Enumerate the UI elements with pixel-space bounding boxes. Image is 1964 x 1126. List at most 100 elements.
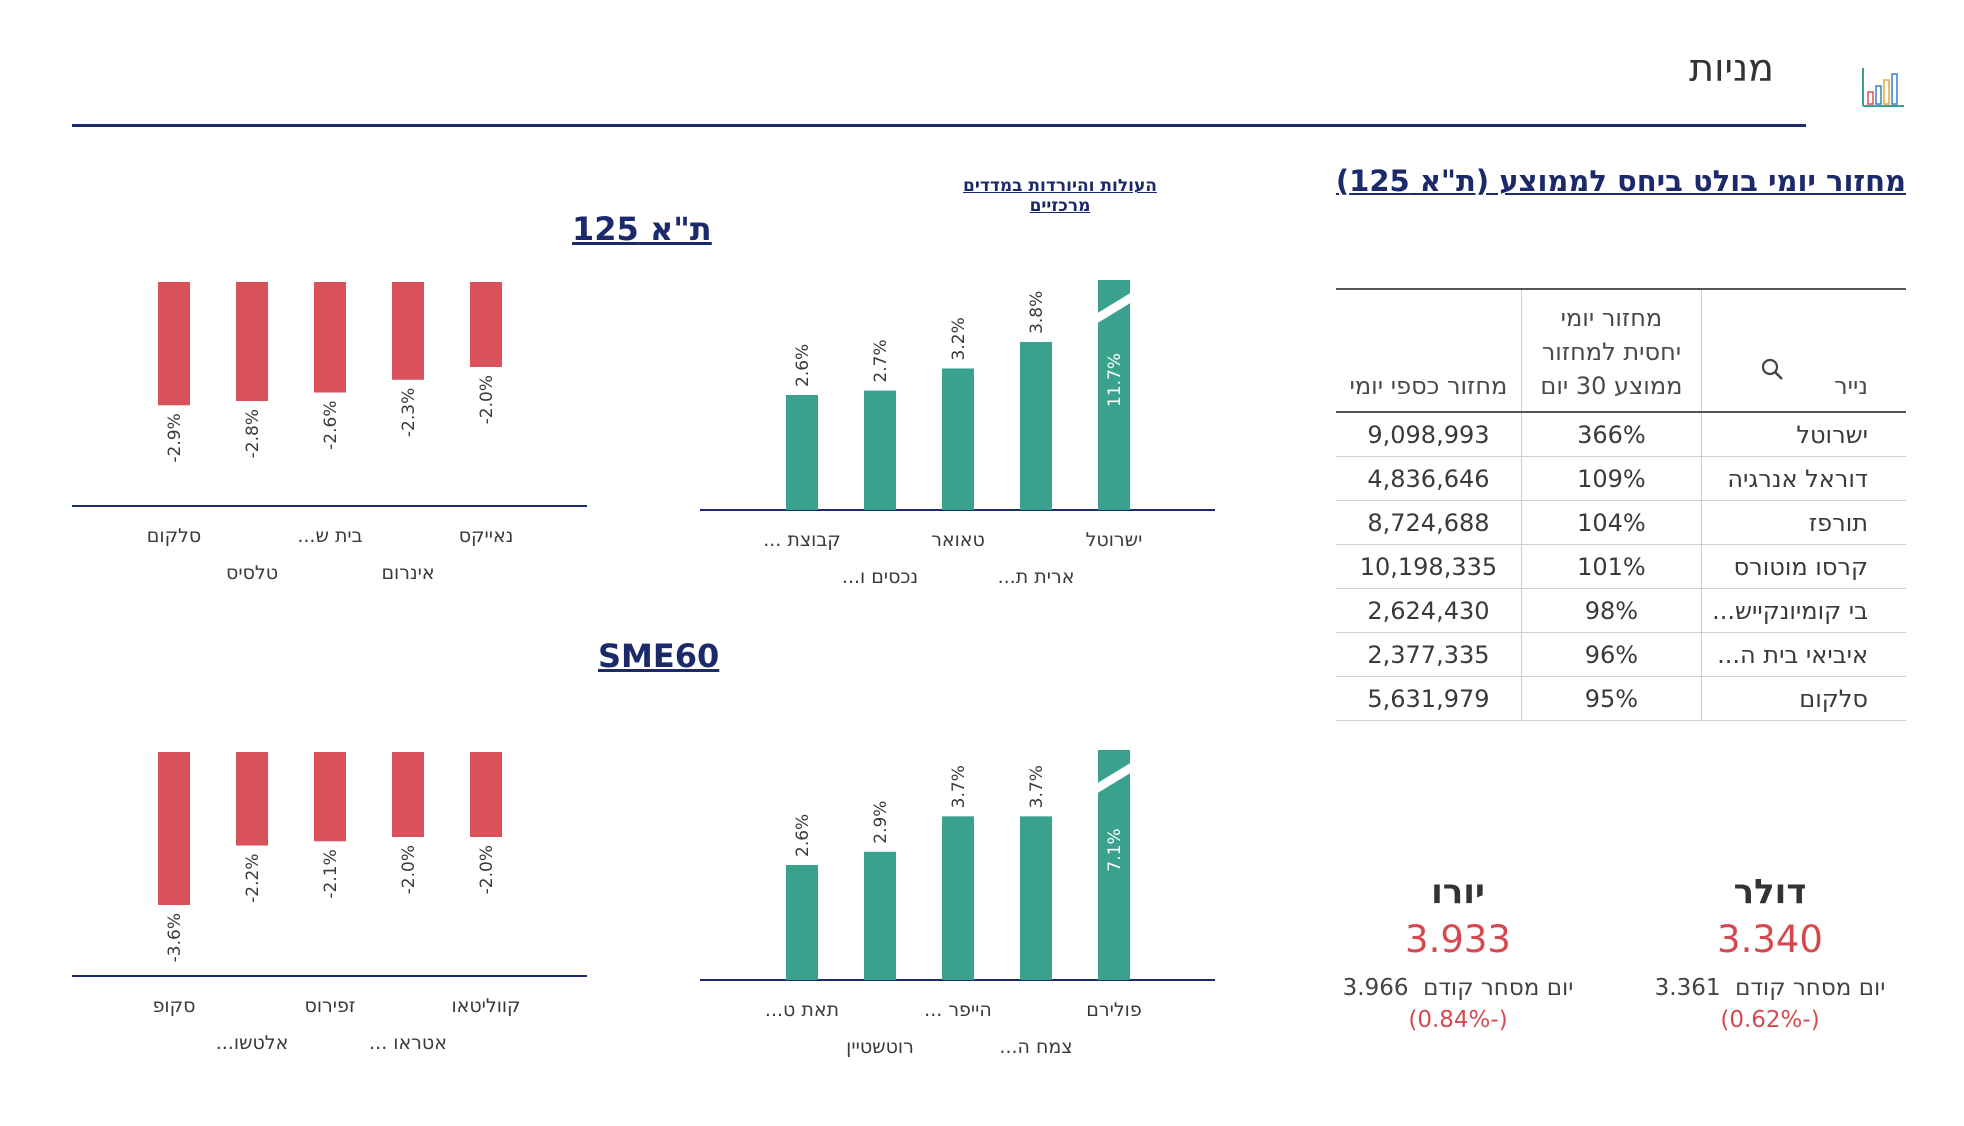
chart-value-label: 3.7% <box>1027 765 1047 808</box>
column-header-name[interactable]: נייר <box>1701 288 1906 413</box>
chart-bar[interactable] <box>314 282 346 393</box>
cell-name[interactable]: איביאי בית ה... <box>1701 632 1906 677</box>
chart-bar[interactable] <box>392 282 424 380</box>
chart-bar[interactable] <box>942 816 974 980</box>
chart-bar[interactable] <box>786 865 818 980</box>
chart-bar[interactable] <box>470 752 502 837</box>
chart-value-label: 11.7% <box>1105 353 1125 407</box>
fx-change: (-0.62%) <box>1720 1007 1820 1033</box>
cell-name[interactable]: קרסו מוטורס <box>1701 544 1906 589</box>
turnover-title-link[interactable]: מחזור יומי בולט ביחס לממוצע (ת"א 125) <box>1335 164 1906 198</box>
cell-name[interactable]: סלקום <box>1701 676 1906 721</box>
chart-category-label: פולירם <box>1086 999 1141 1021</box>
cell-ratio: 104% <box>1521 500 1702 545</box>
chart-bar[interactable] <box>392 752 424 837</box>
table-row[interactable]: סלקום 95% 5,631,979 <box>1336 676 1906 721</box>
chart-bar[interactable] <box>1020 816 1052 980</box>
page-title: מניות <box>1689 46 1774 90</box>
fx-dollar: דולר 3.340 יום מסחר קודם 3.361 (-0.62%) <box>1640 872 1900 1033</box>
index-title-sme60[interactable]: SME60 <box>598 637 720 675</box>
chart-value-label: -2.3% <box>399 388 419 437</box>
cell-amount: 9,098,993 <box>1336 412 1522 457</box>
cell-amount: 2,624,430 <box>1336 588 1522 633</box>
chart-category-label: ישרוטל <box>1086 529 1143 551</box>
fx-prev-value: 3.361 <box>1654 975 1721 1001</box>
chart-category-label: אלטשו... <box>216 1032 289 1054</box>
chart-value-label: -2.9% <box>165 413 185 462</box>
chart-bar[interactable] <box>158 282 190 406</box>
cell-amount: 8,724,688 <box>1336 500 1522 545</box>
cell-name[interactable]: דוראל אנרגיה <box>1701 456 1906 501</box>
table-row[interactable]: תורפז 104% 8,724,688 <box>1336 500 1906 545</box>
header-divider <box>72 124 1806 127</box>
table-row[interactable]: ישרוטל 366% 9,098,993 <box>1336 412 1906 457</box>
cell-ratio: 101% <box>1521 544 1702 589</box>
fx-name: דולר <box>1733 872 1807 912</box>
movers-link[interactable]: העולות והיורדות במדדים מרכזיים <box>963 176 1157 216</box>
chart-value-label: 3.7% <box>949 765 969 808</box>
chart-bar[interactable] <box>158 752 190 905</box>
cell-ratio: 109% <box>1521 456 1702 501</box>
chart-value-label: -2.2% <box>243 854 263 903</box>
sme60-gainers-chart: 7.1% פולירם 3.7% צמח ה... 3.7% הייפר ... 2.9% ר… <box>700 750 1215 1058</box>
chart-value-label: -2.0% <box>477 845 497 894</box>
ta125-gainers-chart: 11.7% ישרוטל 3.8% ארית ת... 3.2% טאואר 2.7% נכס… <box>700 280 1215 588</box>
chart-bar[interactable] <box>236 282 268 401</box>
chart-category-label: זפירוס <box>305 995 356 1017</box>
chart-value-label: 2.6% <box>793 344 813 387</box>
chart-value-label: -2.6% <box>321 401 341 450</box>
cell-name[interactable]: ישרוטל <box>1701 412 1906 457</box>
chart-value-label: 2.6% <box>793 814 813 857</box>
table-row[interactable]: קרסו מוטורס 101% 10,198,335 <box>1336 544 1906 589</box>
chart-category-label: קווליטאו <box>451 995 520 1017</box>
table-row[interactable]: בי קומיונקייש... 98% 2,624,430 <box>1336 588 1906 633</box>
table-row[interactable]: דוראל אנרגיה 109% 4,836,646 <box>1336 456 1906 501</box>
chart-category-label: צמח ה... <box>999 1036 1072 1058</box>
cell-amount: 2,377,335 <box>1336 632 1522 677</box>
chart-category-label: ארית ת... <box>998 566 1075 588</box>
chart-bar[interactable] <box>1020 341 1052 510</box>
fx-prev-value: 3.966 <box>1342 975 1409 1001</box>
fx-change: (-0.84%) <box>1408 1007 1508 1033</box>
cell-name[interactable]: תורפז <box>1701 500 1906 545</box>
cell-amount: 4,836,646 <box>1336 456 1522 501</box>
fx-rate: 3.933 <box>1405 918 1511 961</box>
chart-category-label: סקופ <box>153 995 196 1017</box>
chart-bar[interactable] <box>236 752 268 846</box>
chart-value-label: -2.1% <box>321 849 341 898</box>
chart-bar[interactable] <box>314 752 346 842</box>
column-header-amount[interactable]: מחזור כספי יומי <box>1336 288 1522 413</box>
chart-category-label: סלקום <box>147 525 201 547</box>
chart-category-label: בית ש... <box>297 525 362 547</box>
chart-category-label: אינרום <box>381 562 434 584</box>
chart-value-label: 3.8% <box>1027 291 1047 334</box>
column-header-ratio[interactable]: מחזור יומי יחסית למחזור ממוצע 30 יום <box>1521 288 1702 413</box>
chart-category-label: טלסיס <box>226 562 278 584</box>
column-header-name-label: נייר <box>1834 372 1868 400</box>
table-row[interactable]: איביאי בית ה... 96% 2,377,335 <box>1336 632 1906 677</box>
cell-name[interactable]: בי קומיונקייש... <box>1701 588 1906 633</box>
chart-value-label: 2.7% <box>871 339 891 382</box>
chart-category-label: רוטשטיין <box>846 1036 914 1058</box>
chart-bar[interactable] <box>470 282 502 367</box>
fx-rate: 3.340 <box>1717 918 1823 961</box>
table-header-row: נייר מחזור יומי יחסית למחזור ממוצע 30 יו… <box>1336 288 1906 413</box>
chart-value-label: -3.6% <box>165 913 185 962</box>
index-title-ta125[interactable]: ת"א 125 <box>572 210 712 248</box>
search-icon[interactable] <box>1760 357 1786 383</box>
cell-ratio: 366% <box>1521 412 1702 457</box>
chart-category-label: קבוצת ... <box>763 529 841 551</box>
sme60-losers-chart: -2.0% קווליטאו -2.0% אטראו ... -2.1% זפירוס -2… <box>72 752 587 1054</box>
chart-bar[interactable] <box>942 368 974 510</box>
cell-amount: 10,198,335 <box>1336 544 1522 589</box>
chart-bar[interactable] <box>864 390 896 510</box>
cell-ratio: 98% <box>1521 588 1702 633</box>
fx-euro: יורו 3.933 יום מסחר קודם 3.966 (-0.84%) <box>1328 872 1588 1033</box>
chart-bar[interactable] <box>864 851 896 980</box>
chart-value-label: 3.2% <box>949 317 969 360</box>
chart-bar[interactable] <box>786 395 818 510</box>
cell-ratio: 95% <box>1521 676 1702 721</box>
bar-break-mark <box>1096 762 1132 794</box>
chart-value-label: 2.9% <box>871 801 891 844</box>
fx-prev-label: יום מסחר קודם <box>1735 975 1886 1001</box>
